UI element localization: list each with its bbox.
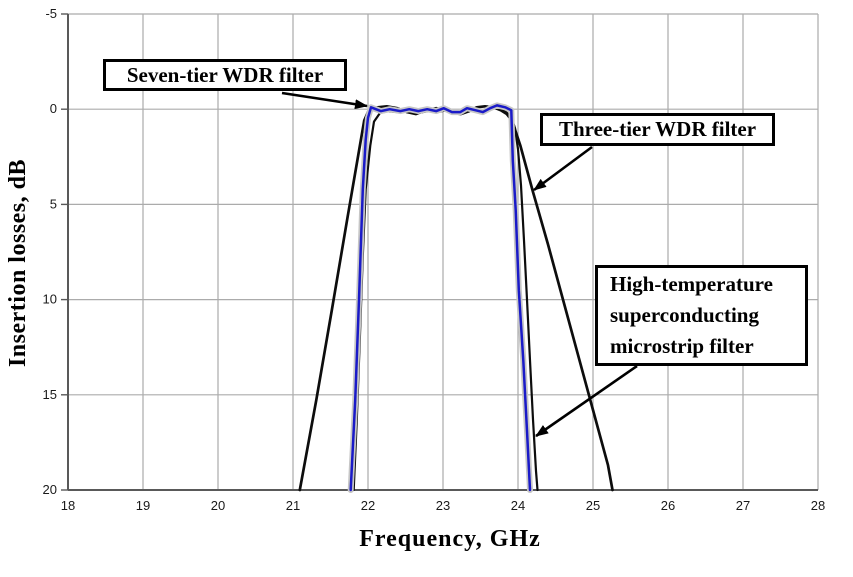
x-tick-label: 24 — [511, 498, 525, 513]
series-halo-seven-tier-wdr-filter — [347, 102, 533, 493]
x-tick-label: 20 — [211, 498, 225, 513]
x-axis-title: Frequency, GHz — [359, 526, 541, 552]
x-tick-label: 18 — [61, 498, 75, 513]
y-tick-label: 15 — [43, 387, 57, 402]
annotation-arrow-1 — [281, 91, 368, 110]
annotation-label-hts-microstrip: High-temperature superconducting microst… — [610, 272, 773, 358]
x-tick-label: 21 — [286, 498, 300, 513]
annotation-seven-tier-wdr-filter: Seven-tier WDR filter — [103, 59, 347, 91]
annotation-arrow-3 — [535, 364, 638, 438]
annotation-three-tier-wdr-filter: Three-tier WDR filter — [540, 113, 775, 146]
y-axis-title: Insertion losses, dB — [5, 158, 31, 368]
x-tick-label: 22 — [361, 498, 375, 513]
annotation-arrow-2 — [533, 145, 593, 192]
series-line-three-tier-wdr-filter — [298, 104, 614, 492]
series-line-seven-tier-wdr-filter — [349, 104, 532, 492]
annotation-label-seven-tier: Seven-tier WDR filter — [126, 62, 324, 87]
y-tick-label: 10 — [43, 292, 57, 307]
y-tick-label: 5 — [50, 196, 57, 211]
x-tick-label: 26 — [661, 498, 675, 513]
x-tick-label: 25 — [586, 498, 600, 513]
x-tick-label: 19 — [136, 498, 150, 513]
x-tick-label: 27 — [736, 498, 750, 513]
annotation-hts-microstrip-filter: High-temperature superconducting microst… — [595, 265, 808, 366]
annotation-label-three-tier: Three-tier WDR filter — [558, 117, 757, 142]
y-tick-label: 0 — [50, 101, 57, 116]
y-tick-label: 20 — [43, 482, 57, 497]
x-tick-label: 23 — [436, 498, 450, 513]
x-tick-label: 28 — [811, 498, 825, 513]
y-tick-label: -5 — [45, 6, 57, 21]
